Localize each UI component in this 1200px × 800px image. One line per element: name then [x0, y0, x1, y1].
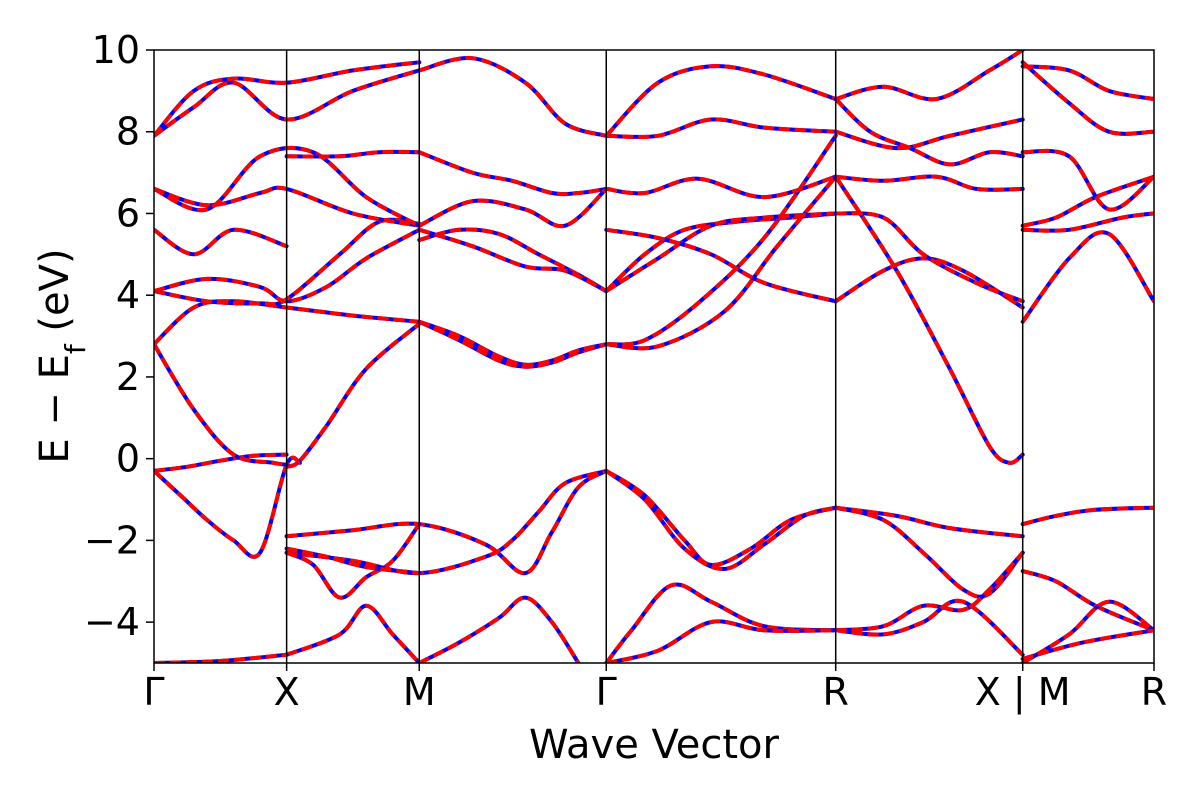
band-line — [835, 50, 1024, 102]
band-line — [604, 64, 837, 138]
band-line — [604, 211, 836, 293]
band-line-overlay — [417, 56, 609, 138]
band-line — [606, 175, 838, 351]
x-tick-label: R — [1141, 670, 1167, 714]
band-line — [154, 299, 420, 346]
high-symmetry-lines — [285, 50, 1024, 663]
band-line-overlay — [604, 64, 838, 138]
plot-frame — [153, 49, 1155, 664]
band-line — [1022, 174, 1154, 228]
band-line — [154, 343, 287, 467]
band-line — [1022, 64, 1154, 101]
band-line-overlay — [154, 342, 289, 467]
band-line — [835, 598, 1025, 657]
band-line — [154, 68, 420, 138]
band-line — [286, 149, 420, 159]
x-axis-ticks: Γ X M Γ R X | M R — [143, 663, 1167, 715]
band-line — [606, 134, 838, 347]
band-line — [835, 117, 1024, 151]
x-tick-label: Γ — [596, 670, 617, 714]
y-tick-label: 4 — [116, 273, 140, 317]
band-line — [835, 174, 1023, 192]
y-axis-ticks: −4 −2 0 2 4 6 8 10 — [84, 28, 154, 644]
band-line-overlay — [604, 582, 838, 663]
band-line — [418, 150, 607, 197]
band-line-overlay — [1020, 230, 1154, 324]
band-line-overlay — [604, 174, 838, 200]
band-line — [286, 468, 607, 576]
x-tick-label: X | M — [975, 670, 1071, 715]
band-line — [605, 469, 837, 572]
band-line — [154, 652, 287, 663]
band-line — [1022, 211, 1154, 233]
band-line — [834, 97, 1024, 167]
band-line — [285, 322, 421, 469]
band-line-overlay — [833, 97, 1025, 167]
band-line — [154, 60, 420, 138]
band-line — [835, 211, 1024, 304]
band-line-overlay — [604, 227, 838, 304]
band-line-overlay — [604, 174, 838, 351]
band-line — [1022, 148, 1154, 212]
band-line — [154, 227, 288, 257]
band-line — [606, 174, 837, 200]
x-tick-label: X — [274, 670, 300, 714]
band-line — [605, 619, 836, 663]
band-line — [1021, 230, 1154, 323]
band-line-overlay — [604, 468, 838, 572]
band-line — [154, 452, 287, 473]
band-line-overlay — [154, 227, 289, 257]
band-line-overlay — [833, 505, 1025, 539]
y-tick-label: 10 — [92, 28, 140, 72]
band-line — [604, 582, 836, 663]
band-line — [834, 175, 1024, 465]
y-tick-label: −2 — [84, 518, 140, 562]
band-line — [418, 227, 608, 293]
band-line-overlay — [417, 319, 609, 367]
y-tick-label: 6 — [116, 191, 140, 235]
x-axis-label: Wave Vector — [529, 722, 780, 768]
band-lines — [154, 50, 1154, 663]
band-line — [418, 56, 607, 138]
y-tick-label: 2 — [116, 355, 140, 399]
band-line — [1022, 505, 1154, 527]
band-line — [605, 227, 837, 304]
band-line — [286, 469, 608, 576]
x-tick-label: M — [403, 670, 436, 714]
band-line — [834, 256, 1024, 310]
band-line — [418, 187, 608, 229]
band-line — [1021, 60, 1154, 136]
y-tick-label: 0 — [116, 437, 140, 481]
y-axis-label: E − Ef (eV) — [32, 248, 92, 463]
band-line — [286, 546, 420, 576]
band-line — [606, 117, 836, 139]
x-tick-label: Γ — [143, 670, 164, 714]
band-line — [835, 505, 1025, 599]
band-line-overlay — [284, 603, 422, 663]
y-axis-label-unit: (eV) — [32, 248, 78, 344]
band-line — [285, 603, 421, 663]
band-line — [154, 228, 421, 304]
band-line — [285, 522, 421, 600]
y-tick-label: 8 — [116, 110, 140, 154]
y-tick-label: −4 — [84, 600, 140, 644]
band-line-overlay — [154, 455, 302, 559]
y-axis-label-main: E − E — [32, 354, 78, 464]
band-line — [1022, 569, 1154, 633]
band-line — [418, 595, 581, 663]
band-line — [605, 211, 836, 293]
band-line — [1022, 628, 1154, 661]
band-line-overlay — [417, 150, 609, 197]
band-line-overlay — [284, 321, 422, 469]
band-line — [1021, 599, 1154, 663]
band-line — [418, 227, 608, 293]
x-tick-label: R — [822, 670, 848, 714]
band-line — [418, 319, 607, 367]
band-line — [154, 185, 420, 228]
band-line — [154, 455, 301, 559]
band-line-overlay — [833, 50, 1025, 102]
band-line-overlay — [1020, 64, 1154, 101]
y-axis-label-subscript: f — [59, 343, 92, 354]
